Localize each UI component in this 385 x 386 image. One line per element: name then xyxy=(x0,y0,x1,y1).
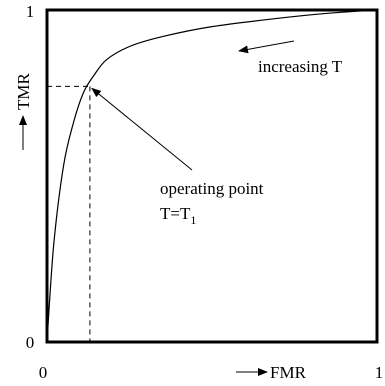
y-tick-label-1: 1 xyxy=(26,2,35,21)
y-axis-label: TMR xyxy=(14,73,33,111)
operating-point-arrow xyxy=(91,87,193,171)
increasing-t-arrow xyxy=(238,40,295,54)
x-tick-label-0: 0 xyxy=(39,363,48,382)
x-tick-label-1: 1 xyxy=(375,363,384,382)
plot-frame xyxy=(45,8,379,344)
operating-point-temperature-subscript: 1 xyxy=(190,213,196,227)
x-axis-label: FMR xyxy=(270,363,307,382)
operating-point-label: operating point xyxy=(160,179,264,198)
tmr-fmr-curve xyxy=(46,9,378,343)
operating-point-temperature: T=T1 xyxy=(160,204,196,227)
operating-point-temperature-main: T=T xyxy=(160,204,191,223)
y-tick-label-0: 0 xyxy=(26,333,35,352)
increasing-t-label: increasing T xyxy=(258,57,343,76)
